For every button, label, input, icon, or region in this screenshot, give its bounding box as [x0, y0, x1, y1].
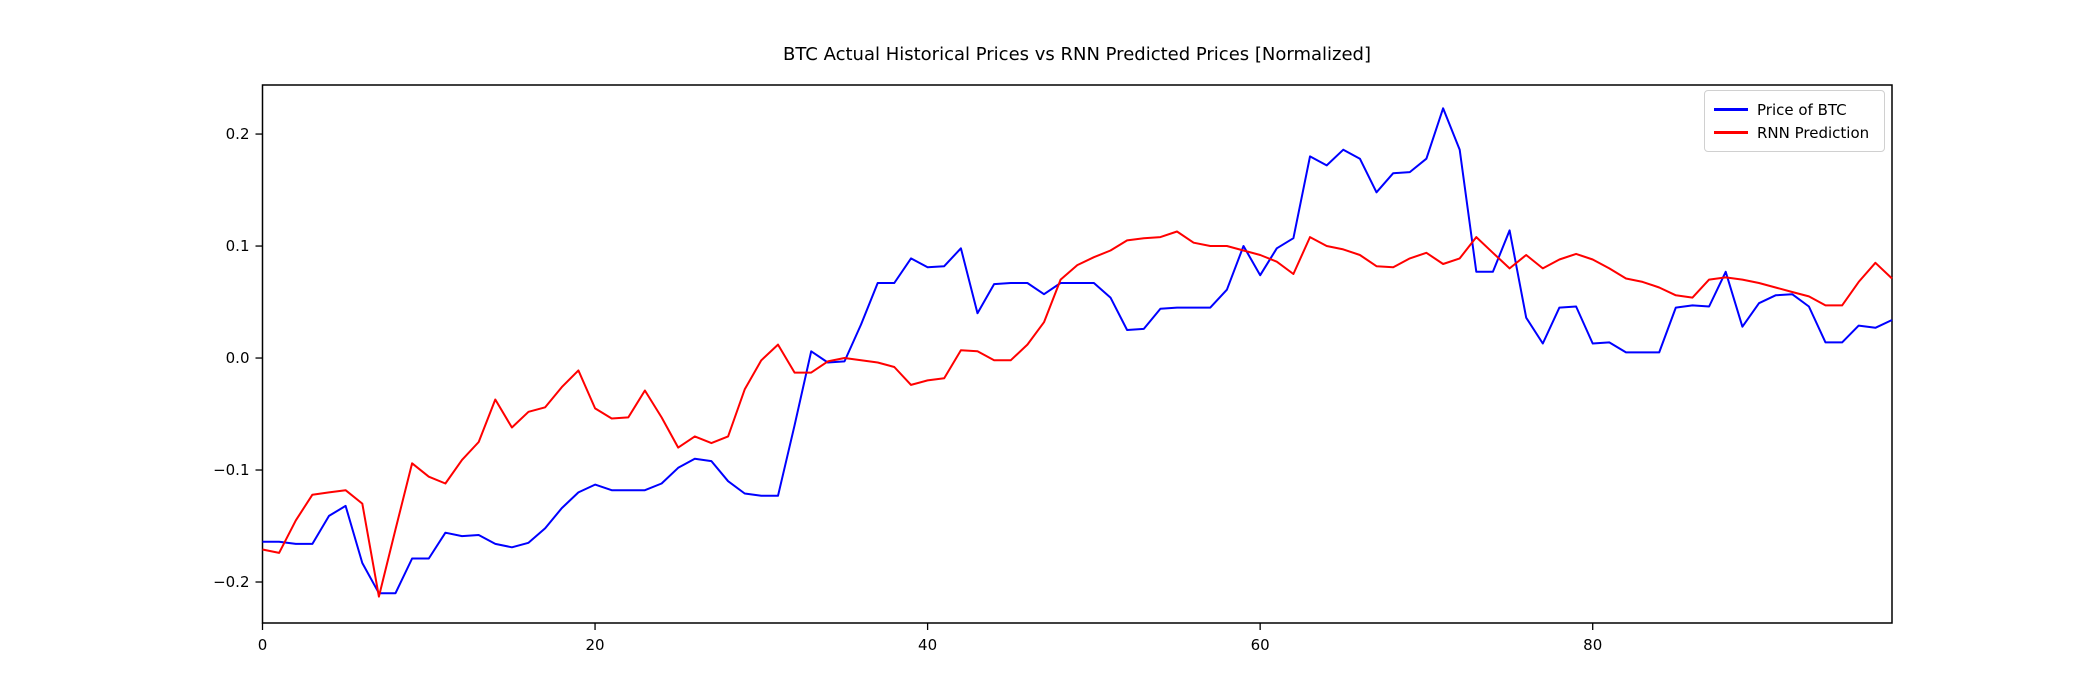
y-tick-label: −0.2	[213, 573, 249, 591]
y-tick-label: 0.1	[226, 237, 250, 255]
btc-price-line	[262, 107, 1893, 595]
x-tick-label: 40	[918, 636, 937, 654]
chart-title: BTC Actual Historical Prices vs RNN Pred…	[783, 44, 1371, 65]
legend-item-btc: Price of BTC	[1714, 98, 1874, 121]
rnn-line-swatch	[1714, 131, 1748, 134]
legend: Price of BTC RNN Prediction	[1704, 90, 1885, 152]
btc-line-swatch	[1714, 108, 1748, 111]
y-tick-label: 0.2	[226, 125, 250, 143]
x-tick-label: 20	[586, 636, 605, 654]
y-tick-label: −0.1	[213, 461, 249, 479]
legend-label-rnn: RNN Prediction	[1757, 123, 1870, 142]
y-tick-label: 0.0	[226, 349, 250, 367]
legend-item-rnn: RNN Prediction	[1714, 121, 1874, 144]
x-tick-label: 60	[1251, 636, 1270, 654]
rnn-prediction-line	[262, 230, 1893, 598]
axes-spines	[261, 84, 1893, 624]
x-tick-label: 0	[258, 636, 268, 654]
legend-label-btc: Price of BTC	[1757, 100, 1847, 119]
x-tick-label: 80	[1583, 636, 1602, 654]
